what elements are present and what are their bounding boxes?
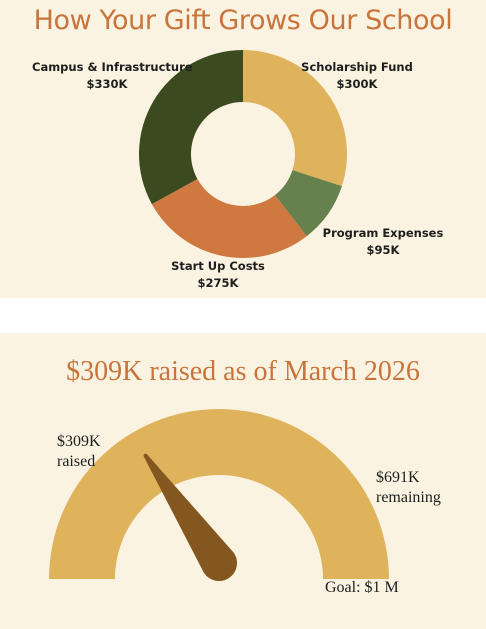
donut-chart bbox=[138, 50, 347, 258]
remaining-word: remaining bbox=[376, 489, 441, 506]
donut-slice-scholarship-fund bbox=[243, 50, 347, 187]
campus-label: Campus & Infrastructure $330K bbox=[32, 59, 193, 93]
gauge-chart bbox=[49, 409, 389, 581]
campus-label-name: Campus & Infrastructure bbox=[32, 60, 193, 74]
donut-slice-campus-infrastructure bbox=[138, 50, 243, 205]
donut-slice-start-up-costs bbox=[151, 179, 307, 258]
startup-label-name: Start Up Costs bbox=[171, 259, 265, 273]
fundraising-title: $309K raised as of March 2026 bbox=[66, 356, 420, 387]
gauge-arc bbox=[49, 409, 389, 579]
scholarship-label-name: Scholarship Fund bbox=[301, 60, 413, 74]
program-label-amount: $95K bbox=[366, 243, 400, 257]
scholarship-label-amount: $300K bbox=[336, 77, 378, 91]
raised-word: raised bbox=[57, 453, 96, 470]
program-label-name: Program Expenses bbox=[322, 226, 444, 240]
startup-label-amount: $275K bbox=[197, 276, 239, 290]
allocation-panel: How Your Gift Grows Our School Scholarsh… bbox=[0, 0, 486, 298]
remaining-label: $691K remaining bbox=[376, 468, 441, 508]
scholarship-label: Scholarship Fund $300K bbox=[287, 59, 427, 93]
raised-label: $309K raised bbox=[57, 432, 101, 472]
donut-slice-program-expenses bbox=[274, 170, 342, 237]
allocation-title: How Your Gift Grows Our School bbox=[33, 5, 453, 36]
raised-amount: $309K bbox=[57, 433, 101, 450]
campus-label-amount: $330K bbox=[86, 77, 128, 91]
gauge-needle bbox=[143, 453, 237, 581]
fundraising-panel: $309K raised as of March 2026 $309K rais… bbox=[0, 333, 486, 629]
goal-label: Goal: $1 M bbox=[325, 579, 399, 596]
remaining-amount: $691K bbox=[376, 469, 420, 486]
startup-label: Start Up Costs $275K bbox=[148, 258, 288, 292]
program-label: Program Expenses $95K bbox=[313, 225, 453, 259]
